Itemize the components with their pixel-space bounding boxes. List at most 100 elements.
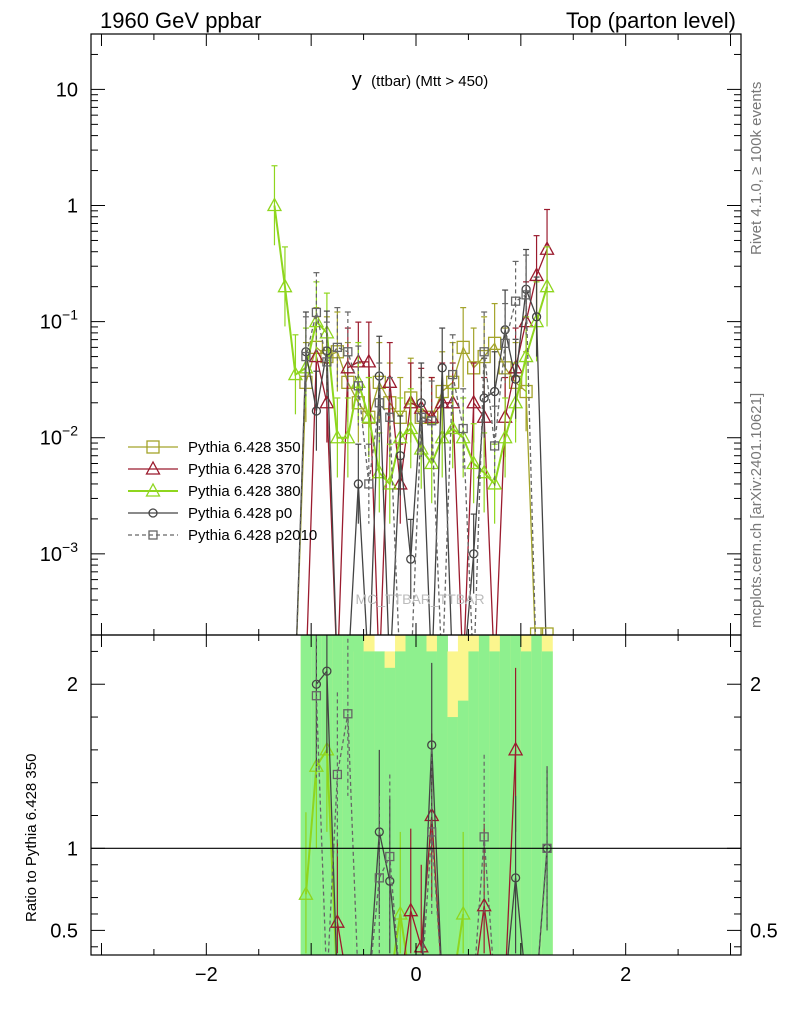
tick-labels: −2 0 2 10−3 10−2 10−1 1 10 0.5 0.5 1 2 2: [40, 79, 778, 986]
ratio-point-p0: [374, 827, 384, 837]
data-point-p0: [510, 374, 521, 384]
ratio-point-p0: [322, 666, 332, 676]
ratio-point-p2010: [479, 832, 489, 842]
legend-marker-p2010: [148, 530, 158, 540]
band-green-bin: [489, 651, 501, 955]
x-tick-label: −2: [195, 964, 218, 986]
band-green-bin: [363, 651, 375, 955]
data-point-p2010: [311, 307, 322, 318]
legend-marker-p380: [145, 482, 161, 497]
ratio-series-marks: [91, 635, 741, 955]
data-point-p2010: [416, 412, 426, 422]
band-green-bin: [520, 651, 532, 955]
data-point-p370: [308, 348, 324, 363]
band-green-bin: [416, 635, 427, 955]
ratio-y-tick-label-left: 1: [67, 838, 78, 860]
data-point-p0: [406, 554, 416, 564]
band-green-bin: [436, 635, 448, 955]
axes: [90, 33, 742, 956]
data-point-p0: [489, 386, 500, 397]
data-point-p380: [361, 408, 377, 423]
ratio-point-p380: [319, 741, 335, 756]
legend-marker-p0: [148, 508, 158, 518]
main-y-tick-label: 10−2: [40, 423, 78, 450]
ratio-y-tick-label-right: 0.5: [750, 920, 778, 942]
legend-label-p350: Pythia 6.428 350: [188, 439, 301, 456]
legend-marker-p350: [146, 440, 160, 454]
data-point-p370: [319, 394, 335, 409]
ratio-y-tick-label-right: 2: [750, 674, 761, 696]
data-point-p380: [497, 429, 513, 444]
watermark: MC_TTBAR_TTBAR: [355, 591, 484, 607]
data-point-p2010: [385, 412, 395, 422]
data-point-p0: [311, 406, 322, 416]
legend-label-p370: Pythia 6.428 370: [188, 461, 301, 478]
ratio-point-p2010: [332, 769, 343, 780]
data-point-p2010: [374, 398, 384, 408]
band-green-bin: [499, 635, 511, 955]
ratio-point-p2010: [311, 691, 322, 701]
data-point-p2010: [479, 347, 489, 357]
band-green-bin: [353, 635, 365, 955]
data-point-p380: [518, 348, 534, 363]
data-point-p380: [539, 278, 555, 293]
ratio-point-p370: [508, 741, 524, 756]
header-left: 1960 GeV ppbar: [100, 8, 262, 33]
ratio-y-tick-label-left: 0.5: [50, 920, 78, 942]
data-point-p0: [395, 451, 405, 461]
band-green-bin: [468, 651, 480, 955]
data-point-p380: [445, 420, 461, 435]
ratio-point-p0: [427, 740, 437, 750]
ratio-line-p370: [336, 749, 517, 955]
data-point-p380: [277, 278, 293, 293]
data-point-p380: [340, 429, 356, 444]
data-point-p2010: [301, 351, 311, 362]
data-point-p2010: [343, 347, 353, 357]
chart-title: y (ttbar) (Mtt > 450): [352, 69, 489, 91]
main-series-marks: [266, 165, 555, 635]
ratio-point-p0: [385, 876, 395, 886]
chart-title-main: y: [352, 69, 362, 91]
main-frame: [90, 33, 742, 636]
ratio-point-p2010: [385, 851, 395, 862]
data-point-p380: [434, 429, 450, 444]
ratio-point-p2010: [374, 873, 384, 883]
data-point-p370: [466, 394, 482, 409]
band-green-bin: [531, 635, 543, 955]
data-point-p0: [437, 363, 447, 373]
data-point-p380: [455, 429, 471, 444]
data-point-p2010: [500, 338, 510, 348]
data-point-p380: [287, 366, 304, 381]
header-right: Top (parton level): [566, 8, 736, 33]
legend-label-p0: Pythia 6.428 p0: [188, 505, 292, 522]
data-point-p380: [329, 429, 345, 444]
x-tick-label: 0: [410, 964, 421, 986]
ratio-point-p370: [403, 902, 419, 917]
legend: Pythia 6.428 350 Pythia 6.428 370 Pythia 6…: [128, 439, 317, 544]
data-point-p380: [403, 420, 419, 435]
band-green-bin: [405, 635, 417, 955]
data-point-p370: [361, 353, 377, 368]
data-point-p380: [424, 455, 440, 470]
data-point-p2010: [489, 441, 500, 451]
data-point-p380: [466, 455, 482, 470]
legend-label-p2010: Pythia 6.428 p2010: [188, 527, 317, 544]
data-point-p0: [479, 393, 489, 403]
ratio-point-p370: [329, 913, 345, 928]
data-point-floor-p350: [540, 627, 554, 635]
data-point-p2010: [364, 479, 374, 489]
series-line-p2010: [296, 293, 537, 635]
legend-label-p380: Pythia 6.428 380: [188, 483, 301, 500]
band-green-bin: [478, 635, 490, 955]
band-green-bin: [395, 651, 407, 955]
chart-title-sub: (ttbar) (Mtt > 450): [371, 73, 488, 90]
main-y-tick-label: 10−3: [40, 539, 78, 566]
x-tick-label: 2: [620, 964, 631, 986]
data-point-p0: [531, 312, 542, 322]
data-point-p2010: [322, 357, 332, 367]
ratio-point-p380: [298, 885, 314, 900]
ratio-point-p2010: [343, 709, 353, 719]
data-point-p380: [266, 197, 283, 212]
data-point-floor-p350: [529, 627, 544, 635]
